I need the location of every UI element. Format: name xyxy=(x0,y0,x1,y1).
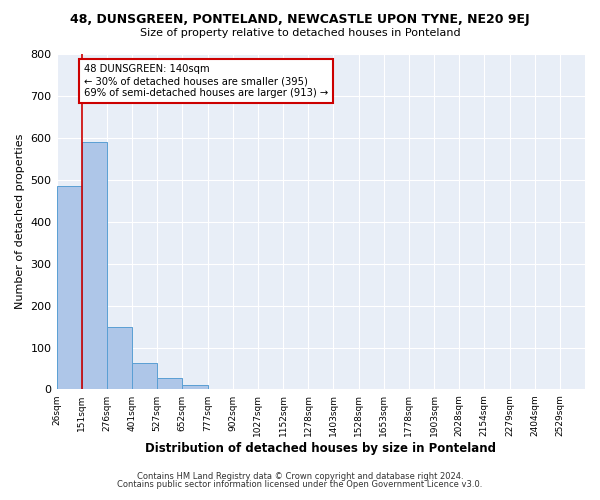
Bar xyxy=(157,378,182,390)
Text: 48, DUNSGREEN, PONTELAND, NEWCASTLE UPON TYNE, NE20 9EJ: 48, DUNSGREEN, PONTELAND, NEWCASTLE UPON… xyxy=(70,12,530,26)
Bar xyxy=(107,326,132,390)
Text: Size of property relative to detached houses in Ponteland: Size of property relative to detached ho… xyxy=(140,28,460,38)
Bar xyxy=(132,364,157,390)
Bar xyxy=(182,386,208,390)
Bar xyxy=(82,142,107,390)
Text: Contains public sector information licensed under the Open Government Licence v3: Contains public sector information licen… xyxy=(118,480,482,489)
Bar xyxy=(56,186,82,390)
Text: 48 DUNSGREEN: 140sqm
← 30% of detached houses are smaller (395)
69% of semi-deta: 48 DUNSGREEN: 140sqm ← 30% of detached h… xyxy=(84,64,328,98)
X-axis label: Distribution of detached houses by size in Ponteland: Distribution of detached houses by size … xyxy=(145,442,496,455)
Text: Contains HM Land Registry data © Crown copyright and database right 2024.: Contains HM Land Registry data © Crown c… xyxy=(137,472,463,481)
Y-axis label: Number of detached properties: Number of detached properties xyxy=(15,134,25,310)
